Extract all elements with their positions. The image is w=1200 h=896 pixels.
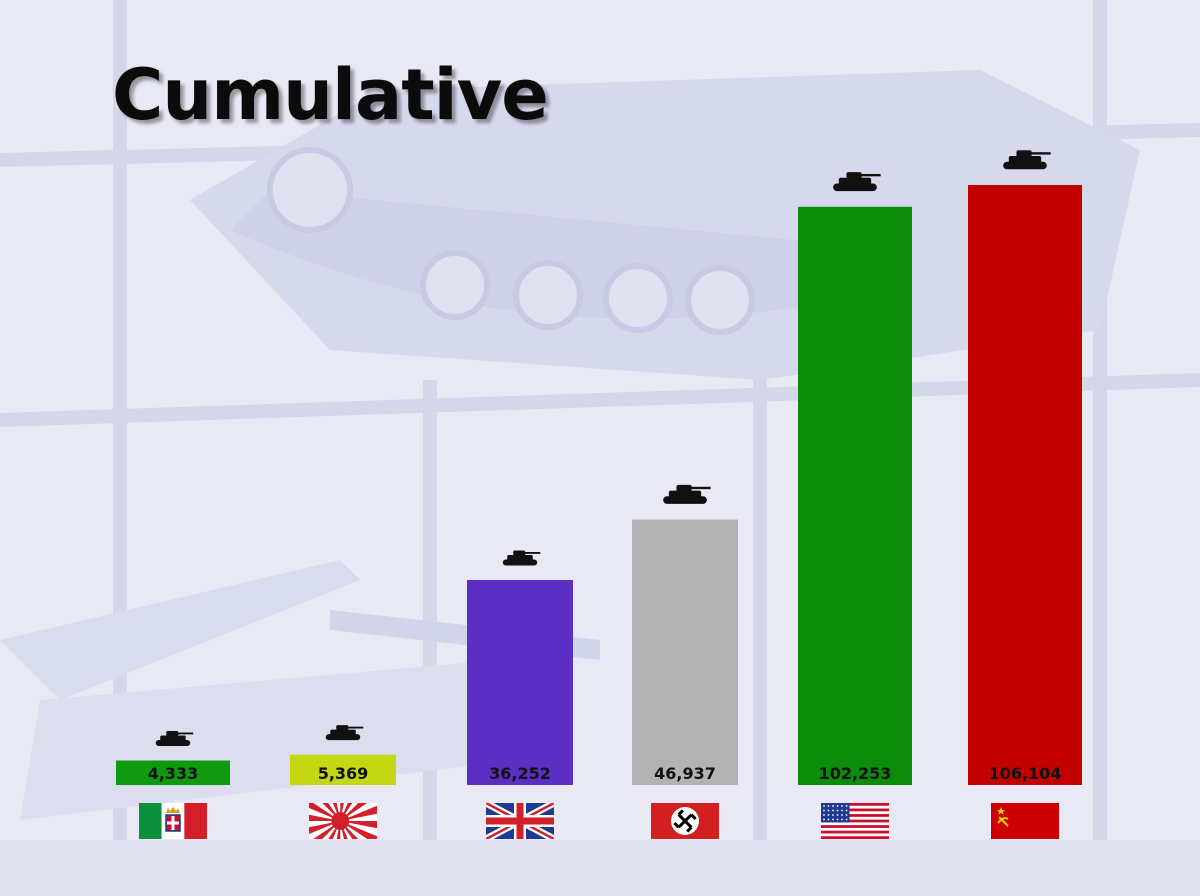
tank-icon-italy	[155, 730, 194, 746]
flag-japan-icon	[309, 803, 377, 839]
bar-uk	[467, 580, 573, 785]
flag-usa-icon	[821, 803, 889, 839]
chart-title: Cumulative	[112, 54, 549, 136]
bar-italy	[116, 760, 230, 785]
tank-icon-japan	[325, 725, 364, 741]
tank-icon-germany	[663, 484, 711, 504]
value-label-uk: 36,252	[489, 764, 551, 783]
flags-layer	[139, 803, 1059, 839]
tank-icon-uk	[502, 550, 541, 566]
bar-usa	[798, 206, 912, 786]
flag-ussr-icon	[991, 803, 1059, 839]
flag-italy-icon	[139, 803, 207, 839]
value-label-italy: 4,333	[148, 764, 199, 783]
tank-icon-usa	[833, 172, 881, 192]
value-label-ussr: 106,104	[989, 764, 1062, 783]
value-label-germany: 46,937	[654, 764, 716, 783]
tank-icon-ussr	[1003, 150, 1051, 170]
bars-layer: 4,333 5,369 36,252 46,937 102,253 106,104	[116, 150, 1082, 786]
value-label-japan: 5,369	[318, 764, 369, 783]
flag-germany-icon	[651, 803, 719, 839]
value-label-usa: 102,253	[819, 764, 892, 783]
flag-uk-icon	[486, 803, 554, 839]
bar-germany	[632, 519, 738, 785]
bar-ussr	[968, 185, 1082, 785]
bar-japan	[290, 754, 396, 785]
